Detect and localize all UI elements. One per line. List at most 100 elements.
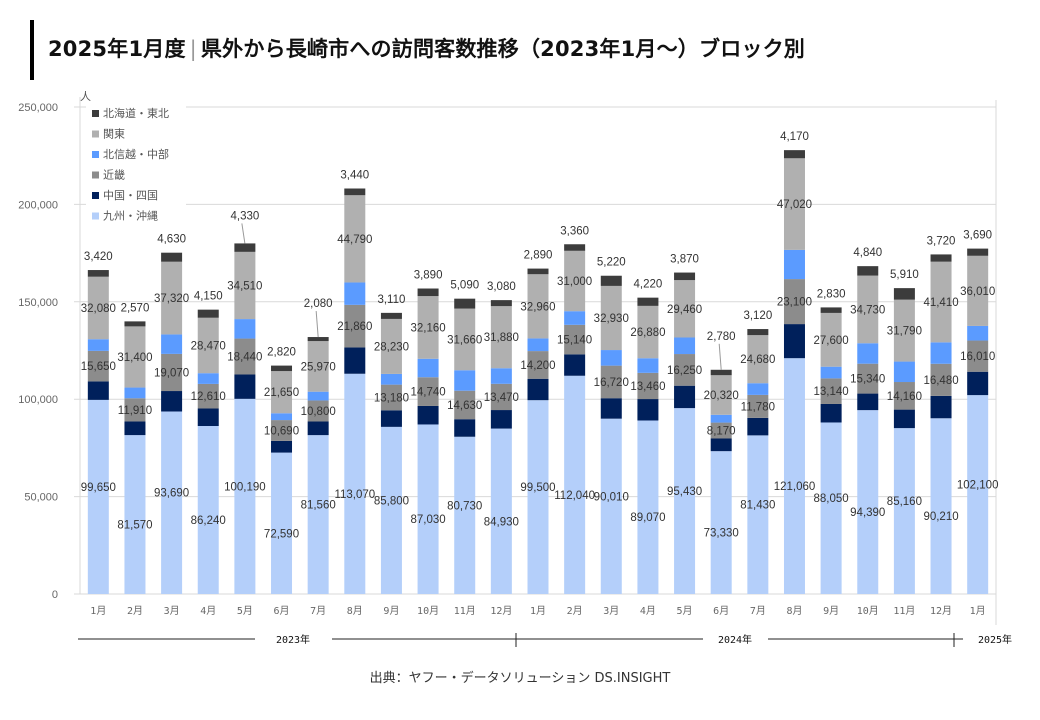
bar-segment xyxy=(930,395,952,419)
bar-segment xyxy=(967,255,989,326)
data-label: 93,690 xyxy=(154,488,189,500)
data-label: 99,500 xyxy=(520,482,555,494)
bar-segment xyxy=(564,250,586,312)
bar-segment xyxy=(490,300,512,307)
bar-segment xyxy=(674,272,696,281)
data-label: 90,210 xyxy=(923,511,958,523)
data-label: 3,360 xyxy=(560,225,589,237)
legend-swatch xyxy=(92,130,99,138)
x-tick-label: 5月 xyxy=(237,605,253,617)
bar-segment xyxy=(967,395,989,594)
bar-segment xyxy=(234,319,256,339)
bar-segment xyxy=(783,324,805,359)
data-label: 12,610 xyxy=(191,391,226,403)
legend-swatch xyxy=(92,212,99,220)
data-label: 32,160 xyxy=(410,322,445,334)
bar-segment xyxy=(674,385,696,409)
data-label: 112,040 xyxy=(554,490,595,502)
x-tick-label: 10月 xyxy=(857,605,879,617)
bar-segment xyxy=(417,377,439,406)
data-label: 32,930 xyxy=(594,313,629,325)
bar-segment xyxy=(307,337,329,342)
data-label: 29,460 xyxy=(667,304,702,316)
bar-segment xyxy=(197,317,219,374)
data-label: 27,600 xyxy=(814,335,849,347)
x-tick-label: 4月 xyxy=(200,605,216,617)
bar-segment xyxy=(307,341,329,392)
title-accent-bar xyxy=(30,20,34,80)
x-tick-label: 4月 xyxy=(640,605,656,617)
legend-label: 北海道・東北 xyxy=(103,106,169,120)
x-tick-label: 11月 xyxy=(454,605,476,617)
bar-segment xyxy=(893,288,915,300)
bar-segment xyxy=(124,435,146,594)
bar-segment xyxy=(747,383,769,395)
data-label: 32,080 xyxy=(81,303,116,315)
x-tick-label: 1月 xyxy=(530,605,546,617)
data-label: 113,070 xyxy=(334,489,375,501)
data-label: 81,570 xyxy=(117,520,152,532)
data-label: 32,960 xyxy=(520,301,555,313)
data-label: 34,730 xyxy=(850,304,885,316)
data-label: 3,870 xyxy=(670,254,699,266)
data-label: 20,320 xyxy=(704,390,739,402)
bar-segment xyxy=(783,249,805,280)
bar-segment xyxy=(893,428,915,594)
bar-segment xyxy=(490,383,512,411)
bar-segment xyxy=(600,275,622,286)
bar-segment xyxy=(124,326,146,388)
bar-segment xyxy=(454,436,476,594)
bar-segment xyxy=(747,329,769,336)
x-tick-label: 8月 xyxy=(786,605,802,617)
bar-segment xyxy=(234,374,256,399)
title-separator: | xyxy=(189,37,197,61)
bar-segment xyxy=(564,354,586,376)
bar-segment xyxy=(710,451,732,594)
legend-label: 九州・沖縄 xyxy=(103,209,158,223)
bar-segment xyxy=(637,372,659,400)
bar-segment xyxy=(490,368,512,384)
bar-segment xyxy=(197,309,219,318)
bar-segment xyxy=(87,276,109,340)
bar-segment xyxy=(930,418,952,594)
data-label: 4,840 xyxy=(853,247,882,259)
bar-segment xyxy=(454,419,476,437)
bar-segment xyxy=(197,426,219,594)
bar-segment xyxy=(417,296,439,359)
data-label: 13,460 xyxy=(630,381,665,393)
bar-segment xyxy=(637,358,659,373)
data-label: 34,510 xyxy=(227,280,262,292)
data-label: 102,100 xyxy=(957,480,999,492)
bar-segment xyxy=(380,312,402,319)
bar-segment xyxy=(161,261,183,335)
data-label: 81,560 xyxy=(301,500,336,512)
data-label: 37,320 xyxy=(154,293,189,305)
data-label: 72,590 xyxy=(264,528,299,540)
bar-segment xyxy=(124,398,146,422)
bar-segment xyxy=(87,339,109,351)
bar-segment xyxy=(820,403,842,423)
data-label: 88,050 xyxy=(814,493,849,505)
data-label: 13,180 xyxy=(374,392,409,404)
bar-segment xyxy=(930,342,952,364)
bar-segment xyxy=(344,304,366,348)
leader-line xyxy=(315,311,319,338)
data-label: 3,110 xyxy=(377,294,405,306)
bar-segment xyxy=(710,414,732,423)
bar-segment xyxy=(783,358,805,594)
bar-segment xyxy=(87,350,109,382)
data-label: 4,630 xyxy=(157,234,186,246)
data-label: 44,790 xyxy=(337,234,372,246)
legend-swatch xyxy=(92,151,99,158)
bar-segment xyxy=(161,334,183,354)
data-label: 19,070 xyxy=(154,367,189,379)
bar-segment xyxy=(857,266,879,276)
data-label: 3,120 xyxy=(743,310,772,322)
bar-segment xyxy=(820,312,842,367)
bar-segment xyxy=(527,268,549,275)
x-tick-label: 11月 xyxy=(893,605,915,617)
data-label: 89,070 xyxy=(630,512,665,524)
bar-segment xyxy=(161,353,183,392)
bar-segment xyxy=(747,335,769,384)
data-label: 4,150 xyxy=(194,291,223,303)
